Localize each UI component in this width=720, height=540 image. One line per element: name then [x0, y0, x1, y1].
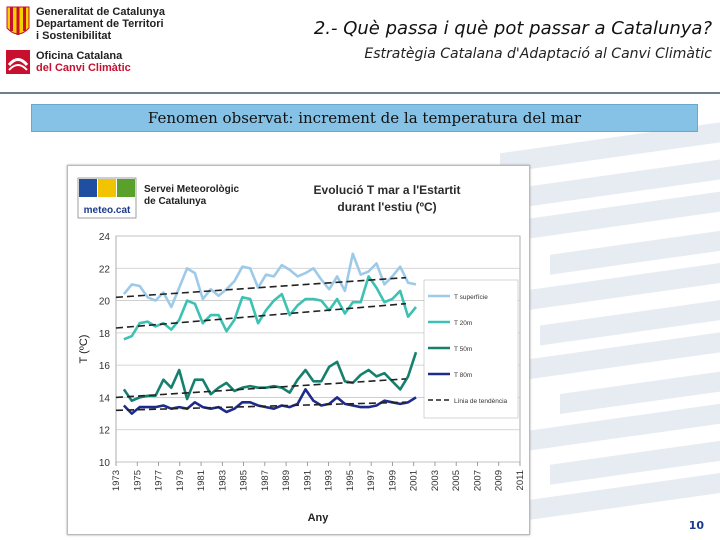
- y-tick-label-5: 20: [99, 297, 111, 308]
- y-tick-label-4: 18: [99, 329, 111, 340]
- gencat-line-1: Generalitat de Catalunya: [36, 6, 165, 18]
- x-tick-label-10: 1993: [324, 470, 335, 491]
- x-tick-label-15: 2003: [430, 470, 441, 491]
- x-tick-label-19: 2011: [515, 470, 526, 490]
- smc-logo-text: meteo.cat: [84, 205, 131, 216]
- y-tick-label-6: 22: [99, 264, 111, 275]
- topic-banner-text: Fenomen observat: increment de la temper…: [147, 109, 582, 127]
- occ-logo: Oficina Catalana del Canvi Climàtic: [6, 50, 165, 74]
- smc-name-line-1: Servei Meteorològic: [144, 184, 239, 195]
- cloud-icon: [117, 179, 135, 197]
- x-tick-label-12: 1997: [366, 470, 377, 491]
- x-tick-label-6: 1985: [239, 470, 250, 491]
- x-tick-label-17: 2007: [472, 470, 483, 491]
- x-tick-label-7: 1987: [260, 470, 271, 491]
- x-tick-label-18: 2009: [494, 470, 505, 491]
- sun-icon: [98, 179, 116, 197]
- gencat-flag-icon: [6, 6, 30, 35]
- occ-logo-icon: [6, 50, 30, 74]
- y-tick-label-1: 12: [99, 426, 111, 437]
- x-tick-label-14: 2001: [409, 470, 420, 491]
- legend-label-3: T 80m: [454, 372, 472, 379]
- chart-frame: meteo.cat Servei Meteorològic de Catalun…: [67, 165, 530, 535]
- y-tick-label-3: 16: [99, 361, 111, 372]
- occ-line-1: Oficina Catalana: [36, 50, 123, 62]
- legend-label-2: T 50m: [454, 346, 472, 353]
- legend-label-0: T superfície: [454, 294, 488, 301]
- x-tick-label-9: 1991: [302, 470, 313, 491]
- x-tick-label-0: 1973: [111, 470, 122, 491]
- chart-title-line-2: durant l'estiu (ºC): [337, 200, 436, 214]
- header-divider: [0, 92, 720, 94]
- x-tick-label-3: 1979: [175, 470, 186, 491]
- page-number: 10: [688, 519, 704, 532]
- x-tick-label-16: 2005: [451, 470, 462, 491]
- x-tick-label-1: 1975: [132, 470, 143, 491]
- topic-banner: Fenomen observat: increment de la temper…: [31, 104, 698, 132]
- gencat-line-3: i Sostenibilitat: [36, 30, 112, 42]
- smc-logo: meteo.cat: [77, 177, 137, 219]
- gencat-line-2: Departament de Territori: [36, 18, 164, 30]
- x-tick-label-13: 1999: [387, 470, 398, 491]
- page-subtitle: Estratègia Catalana d'Adaptació al Canvi…: [364, 46, 712, 62]
- x-tick-label-2: 1977: [154, 470, 165, 491]
- legend-label-1: T 20m: [454, 320, 472, 327]
- chart-title-line-1: Evolució T mar a l'Estartit: [314, 183, 461, 197]
- x-tick-label-4: 1981: [196, 470, 207, 491]
- legend-label-4: Línia de tendència: [454, 398, 508, 405]
- y-axis-label: T (ºC): [78, 335, 90, 364]
- trend-line-2: [115, 378, 407, 399]
- header-logos: Generalitat de Catalunya Departament de …: [6, 6, 165, 82]
- trend-line-3: [115, 401, 407, 412]
- occ-line-2: del Canvi Climàtic: [36, 62, 131, 74]
- y-tick-label-7: 24: [99, 232, 111, 243]
- page-title: 2.- Què passa i què pot passar a Catalun…: [313, 18, 712, 39]
- temperature-chart: meteo.cat Servei Meteorològic de Catalun…: [77, 177, 526, 524]
- y-tick-label-2: 14: [99, 393, 111, 404]
- smc-name-line-2: de Catalunya: [144, 196, 207, 207]
- x-axis-label: Any: [308, 512, 330, 524]
- x-tick-label-8: 1989: [281, 470, 292, 491]
- trend-line-1: [115, 302, 407, 329]
- gencat-text: Generalitat de Catalunya Departament de …: [36, 6, 165, 42]
- y-tick-label-0: 10: [99, 458, 111, 469]
- series-line-0: [122, 252, 417, 309]
- smc-square-blue: [79, 179, 97, 197]
- x-tick-label-5: 1983: [217, 470, 228, 491]
- plot-area: 10 12 14 16 18 20 22 24 1973 1975 1977 1979 1981 1983…: [78, 232, 526, 524]
- series-line-1: [123, 275, 418, 341]
- trend-line-0: [115, 276, 407, 299]
- gencat-logo: Generalitat de Catalunya Departament de …: [6, 6, 165, 42]
- occ-text: Oficina Catalana del Canvi Climàtic: [36, 50, 131, 74]
- x-tick-label-11: 1995: [345, 470, 356, 491]
